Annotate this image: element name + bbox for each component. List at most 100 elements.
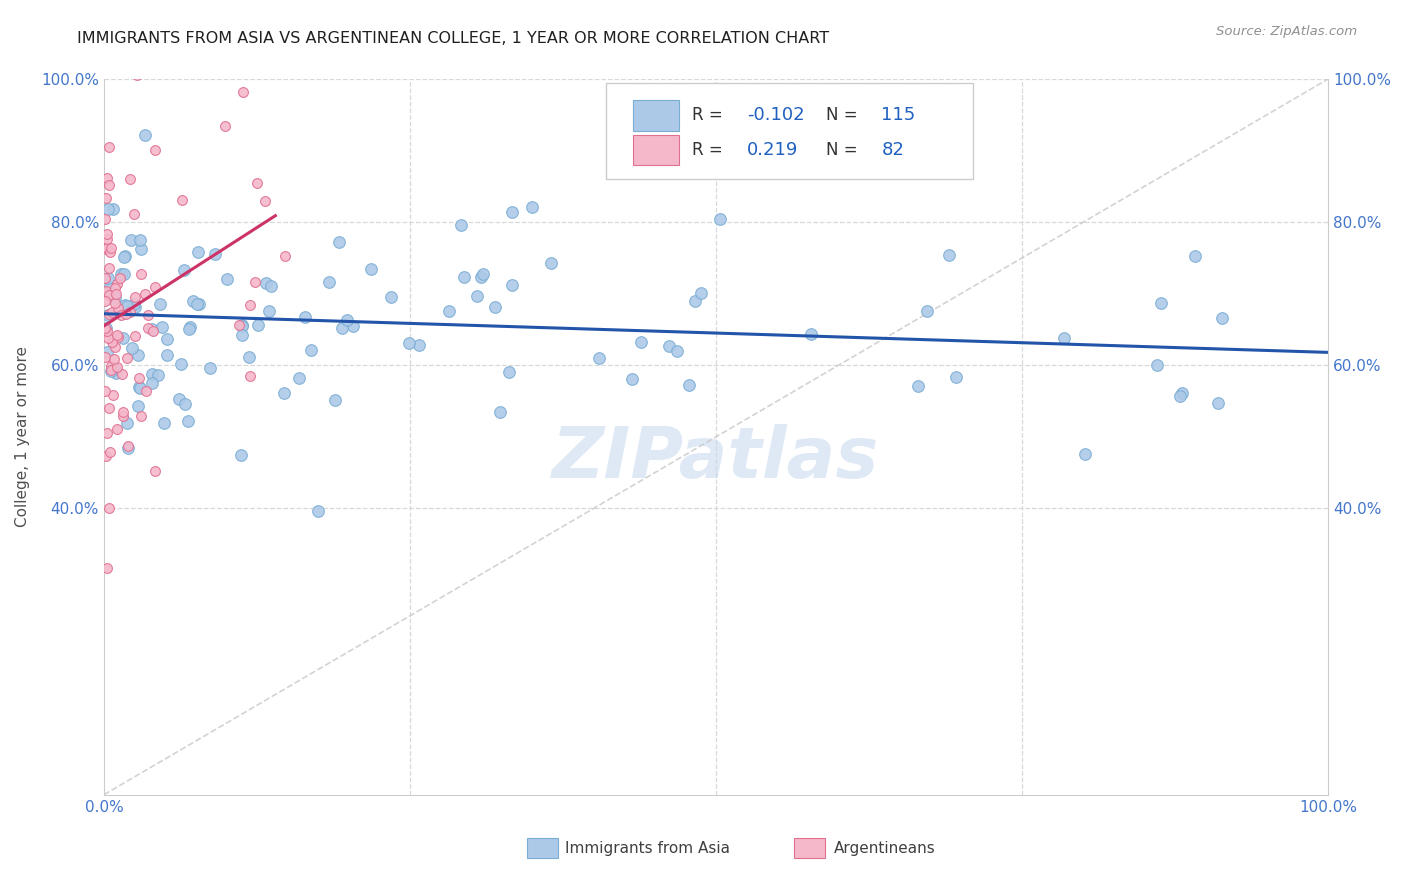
Point xyxy=(689,285,711,300)
Point xyxy=(1171,386,1194,401)
Point xyxy=(100,359,122,373)
Point xyxy=(120,233,142,247)
Point xyxy=(101,335,124,350)
Point xyxy=(342,319,364,334)
Point xyxy=(96,242,118,256)
Point xyxy=(104,340,127,354)
Point xyxy=(96,191,118,205)
Text: Immigrants from Asia: Immigrants from Asia xyxy=(565,841,730,855)
Point xyxy=(96,171,118,186)
Point xyxy=(97,331,120,345)
Text: N =: N = xyxy=(827,141,863,159)
FancyBboxPatch shape xyxy=(606,83,973,179)
Point xyxy=(153,416,176,430)
Point xyxy=(93,285,115,299)
Point xyxy=(96,560,118,574)
Bar xyxy=(633,135,679,165)
Point xyxy=(115,351,138,365)
Point xyxy=(231,318,253,332)
Point xyxy=(135,384,157,399)
Point xyxy=(100,445,122,459)
Point xyxy=(1074,447,1097,461)
Point xyxy=(101,388,124,402)
Point xyxy=(588,351,610,366)
Point xyxy=(232,86,254,100)
Point xyxy=(101,285,124,300)
Point xyxy=(1150,296,1173,310)
Point xyxy=(124,290,146,304)
Text: R =: R = xyxy=(692,106,727,125)
Point xyxy=(120,305,142,319)
Point xyxy=(453,269,475,284)
Point xyxy=(103,351,125,366)
Point xyxy=(94,384,117,398)
Point xyxy=(501,205,523,219)
Point xyxy=(520,200,543,214)
Point xyxy=(1168,389,1191,403)
Point xyxy=(470,270,492,285)
Point xyxy=(104,291,127,305)
Point xyxy=(540,256,562,270)
Point xyxy=(243,275,266,289)
Point xyxy=(945,370,967,384)
Point xyxy=(683,293,706,308)
Point xyxy=(274,249,297,263)
Point xyxy=(98,178,121,193)
Point xyxy=(437,303,460,318)
Point xyxy=(105,421,128,435)
Point xyxy=(678,378,700,392)
Point xyxy=(100,364,122,378)
Point xyxy=(666,343,689,358)
Point xyxy=(94,450,117,464)
Point xyxy=(100,363,122,377)
Point xyxy=(104,367,127,381)
Point xyxy=(131,409,153,424)
Point xyxy=(94,321,117,335)
Point xyxy=(110,268,132,282)
Y-axis label: College, 1 year or more: College, 1 year or more xyxy=(15,346,30,527)
Point xyxy=(97,271,120,285)
Point xyxy=(141,376,163,391)
Point xyxy=(173,263,195,277)
Bar xyxy=(633,101,679,130)
Point xyxy=(104,295,127,310)
Point xyxy=(101,305,124,319)
Point xyxy=(117,440,139,454)
Point xyxy=(96,320,118,334)
Point xyxy=(112,250,135,264)
Point xyxy=(96,240,118,254)
Point xyxy=(134,128,156,142)
Point xyxy=(214,120,236,134)
Point xyxy=(204,247,226,261)
Point xyxy=(97,202,120,216)
Point xyxy=(177,414,200,428)
Point xyxy=(124,329,146,343)
Point xyxy=(97,261,120,276)
Text: R =: R = xyxy=(692,141,727,159)
Point xyxy=(1146,358,1168,372)
Point xyxy=(183,294,205,309)
Point xyxy=(156,348,179,362)
Point xyxy=(98,288,121,302)
Point xyxy=(94,293,117,308)
Point xyxy=(122,206,145,220)
Point xyxy=(450,218,472,232)
Point xyxy=(229,448,252,462)
Point xyxy=(156,332,179,346)
Point xyxy=(238,350,260,364)
Point xyxy=(1053,331,1076,345)
Point xyxy=(489,405,512,419)
Point xyxy=(307,504,329,518)
Point xyxy=(114,297,136,311)
Point xyxy=(630,334,652,349)
Point xyxy=(129,242,152,256)
Point xyxy=(938,248,960,262)
Point xyxy=(103,360,125,375)
Point xyxy=(112,405,135,419)
Point xyxy=(98,245,121,260)
Point xyxy=(100,241,122,255)
Point xyxy=(254,277,277,291)
Point xyxy=(141,321,163,335)
Point xyxy=(246,318,269,333)
Point xyxy=(498,365,520,379)
